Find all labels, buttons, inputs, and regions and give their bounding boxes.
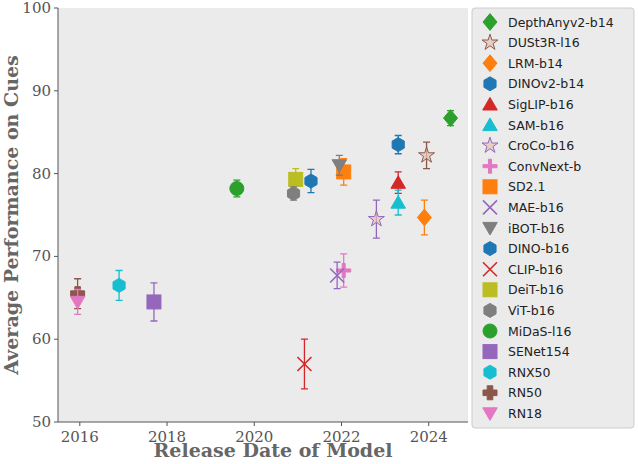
legend-label: ConvNext-b	[508, 159, 581, 174]
x-tick	[428, 422, 429, 426]
point	[287, 186, 299, 200]
point	[337, 263, 351, 277]
legend-label: SAM-b16	[508, 118, 564, 133]
point	[305, 174, 317, 188]
legend-label: CLIP-b16	[508, 262, 563, 277]
x-tick	[254, 422, 255, 426]
point	[392, 138, 404, 152]
legend-label: RNX50	[508, 365, 551, 380]
point	[332, 160, 347, 173]
legend-marker	[483, 97, 498, 110]
x-tick	[167, 422, 168, 426]
point	[391, 176, 406, 189]
legend-label: LRM-b14	[508, 56, 563, 71]
y-tick	[54, 90, 58, 91]
point	[368, 211, 384, 226]
point	[297, 357, 311, 371]
legend: DepthAnyv2-b14 DUSt3R-l16 LRM-b14 DINOv2-b1…	[472, 8, 634, 428]
point	[230, 182, 244, 196]
legend-marker	[483, 345, 497, 359]
y-tick	[54, 8, 58, 9]
legend-marker	[483, 386, 497, 400]
legend-label: SD2.1	[508, 179, 545, 194]
legend-label: MAE-b16	[508, 200, 564, 215]
legend-marker	[484, 77, 496, 91]
legend-label: DepthAnyv2-b14	[508, 15, 614, 30]
chart: 506070809010020162018202020222024Release…	[0, 0, 638, 464]
y-axis-line	[58, 8, 59, 422]
legend-marker	[483, 55, 497, 72]
legend-marker	[484, 365, 496, 379]
legend-marker	[483, 14, 497, 31]
y-tick-label: 100	[22, 0, 51, 17]
y-tick-label: 70	[32, 247, 51, 265]
legend-label: MiDaS-l16	[508, 324, 571, 339]
y-tick-label: 80	[32, 165, 51, 183]
legend-marker	[483, 324, 497, 338]
legend-marker	[484, 303, 496, 317]
legend-marker	[484, 242, 496, 256]
y-tick-label: 60	[32, 330, 51, 348]
legend-label: ViT-b16	[508, 303, 555, 318]
y-axis-label: Average Performance on Cues	[0, 55, 22, 375]
legend-label: DUSt3R-l16	[508, 35, 580, 50]
legend-label: RN50	[508, 385, 542, 400]
y-tick-label: 50	[32, 413, 51, 431]
legend-marker	[483, 283, 497, 297]
legend-label: SENet154	[508, 344, 570, 359]
point	[147, 295, 161, 309]
legend-label: DINO-b16	[508, 241, 569, 256]
legend-label: RN18	[508, 406, 542, 421]
legend-marker	[483, 118, 498, 131]
y-tick	[54, 256, 58, 257]
x-tick	[341, 422, 342, 426]
point	[417, 209, 431, 226]
legend-label: SigLIP-b16	[508, 97, 574, 112]
marks	[70, 110, 457, 389]
plot-background	[58, 8, 468, 422]
point	[70, 296, 85, 309]
legend-marker	[483, 408, 498, 421]
legend-label: iBOT-b16	[508, 221, 565, 236]
x-tick-label: 2024	[410, 428, 448, 446]
point	[419, 147, 435, 162]
point	[444, 110, 458, 127]
y-tick	[54, 339, 58, 340]
y-tick-label: 90	[32, 82, 51, 100]
legend-marker	[483, 180, 497, 194]
point	[113, 278, 125, 292]
x-axis-label: Release Date of Model	[154, 439, 393, 461]
legend-marker	[483, 200, 497, 214]
y-tick	[54, 422, 58, 423]
legend-marker	[483, 262, 497, 276]
legend-label: CroCo-b16	[508, 138, 574, 153]
x-axis-line	[58, 422, 468, 423]
point	[330, 268, 344, 282]
point	[289, 172, 303, 186]
legend-marker	[483, 222, 498, 235]
legend-marker	[483, 159, 497, 173]
x-tick-label: 2016	[61, 428, 99, 446]
legend-box	[472, 8, 634, 428]
x-tick	[79, 422, 80, 426]
legend-label: DINOv2-b14	[508, 76, 584, 91]
y-tick	[54, 173, 58, 174]
legend-label: DeiT-b16	[508, 282, 564, 297]
legend-marker	[482, 137, 498, 152]
legend-marker	[482, 34, 498, 49]
point	[391, 196, 406, 209]
